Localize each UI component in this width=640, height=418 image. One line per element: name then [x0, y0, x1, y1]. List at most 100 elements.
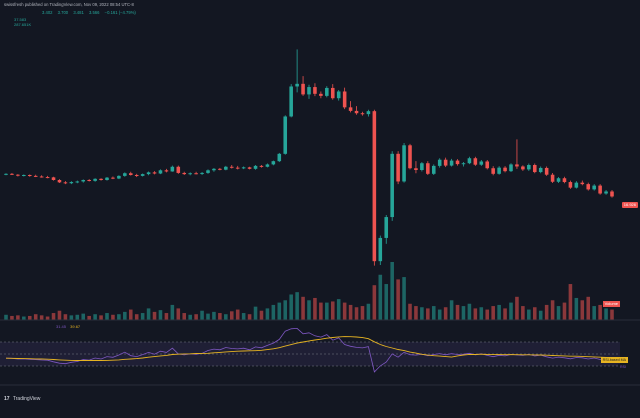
volume-bar — [63, 314, 68, 320]
candle-body — [330, 87, 335, 99]
indicator-value-2: 287.651K — [14, 22, 32, 27]
volume-bar — [437, 309, 442, 320]
rsi-value: 31.45 — [56, 324, 67, 329]
volume-bar — [229, 311, 234, 320]
volume-bar — [27, 315, 32, 320]
volume-bar — [111, 314, 115, 320]
volume-bar — [4, 314, 8, 320]
volume-bar — [378, 274, 383, 320]
volume-bar — [556, 306, 561, 320]
candle-body — [568, 182, 573, 188]
candle-body — [200, 172, 204, 174]
volume-tag: Volume — [602, 301, 620, 307]
candle-body — [51, 177, 56, 180]
volume-bar — [176, 308, 181, 320]
volume-bar — [396, 279, 400, 320]
volume-bar — [491, 306, 495, 320]
rsi-ma-value: 39.67 — [70, 324, 81, 329]
volume-bar — [580, 300, 585, 320]
volume-bar — [224, 314, 228, 320]
candle-body — [63, 182, 68, 184]
volume-bar — [521, 306, 525, 320]
candle-body — [562, 178, 567, 183]
volume-bar — [443, 307, 448, 320]
volume-bar — [610, 309, 614, 320]
volume-bar — [51, 313, 56, 320]
volume-bar — [10, 315, 14, 320]
volume-bar — [461, 306, 466, 320]
ohlc-readout: 3.402 3.700 3.481 3.566 −0.161 (−4.79%) — [42, 10, 140, 15]
candle-body — [87, 180, 91, 181]
candle-body — [544, 167, 549, 175]
tradingview-logo[interactable]: 17 TradingView — [4, 396, 40, 402]
candle-body — [538, 167, 543, 173]
candle-body — [449, 160, 454, 166]
candle-body — [342, 91, 347, 108]
candle-body — [206, 170, 210, 173]
volume-bar — [283, 300, 288, 320]
candle-body — [366, 111, 371, 115]
candle-body — [378, 237, 383, 262]
candle-body — [467, 158, 472, 164]
indicator-value-1: 37.583 — [14, 17, 27, 22]
candle-body — [319, 93, 323, 96]
candle-body — [574, 182, 579, 188]
volume-bar — [568, 284, 573, 320]
candle-body — [4, 173, 8, 175]
volume-bar — [550, 300, 555, 320]
candle-body — [402, 145, 406, 182]
volume-bar — [289, 294, 293, 320]
candle-body — [503, 167, 507, 172]
volume-bar — [467, 303, 472, 320]
candle-body — [146, 172, 151, 175]
candle-body — [313, 87, 317, 94]
candle-body — [414, 168, 418, 170]
candle-body — [295, 83, 299, 87]
candle-body — [532, 165, 537, 173]
volume-bar — [212, 311, 216, 320]
volume-bar — [45, 316, 50, 320]
volume-bar — [455, 304, 460, 320]
volume-bar — [402, 277, 406, 320]
volume-bar — [301, 296, 305, 320]
volume-bar — [473, 308, 478, 320]
last-price-tag: 16.926 — [621, 202, 638, 208]
candle-body — [479, 161, 484, 165]
candle-body — [111, 177, 115, 179]
candle-body — [509, 164, 513, 172]
candle-body — [307, 87, 311, 95]
volume-bar — [247, 314, 252, 320]
candle-body — [336, 91, 341, 99]
candle-body — [491, 168, 495, 174]
candle-body — [57, 180, 62, 183]
volume-bar — [574, 297, 579, 320]
candle-body — [93, 178, 97, 181]
volume-bar — [277, 302, 282, 320]
volume-bar — [271, 304, 276, 320]
candle-body — [586, 184, 591, 190]
volume-bar — [200, 310, 204, 320]
volume-bar — [206, 313, 210, 320]
candle-body — [75, 181, 80, 183]
candle-body — [158, 170, 163, 174]
candle-body — [218, 168, 222, 170]
volume-bar — [259, 310, 264, 320]
volume-bar — [265, 308, 270, 320]
candle-body — [45, 177, 50, 179]
ohlc-open: 3.402 — [42, 10, 53, 15]
volume-bar — [532, 307, 537, 320]
candle-body — [396, 153, 400, 182]
candle-body — [194, 173, 198, 175]
volume-bar — [182, 313, 187, 320]
volume-bar — [509, 302, 513, 320]
candle-body — [437, 159, 442, 166]
volume-bar — [562, 302, 567, 320]
candle-body — [16, 174, 20, 176]
candle-body — [128, 173, 133, 175]
candle-body — [123, 173, 127, 176]
candle-body — [229, 166, 234, 168]
volume-bar — [69, 315, 74, 320]
